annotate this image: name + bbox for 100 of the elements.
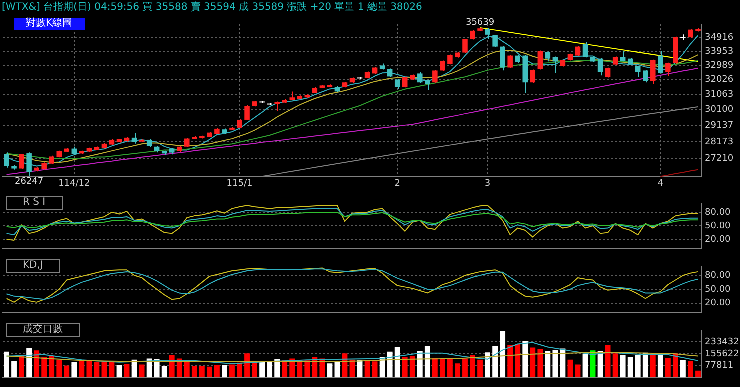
bar [290,358,296,378]
bar [500,332,506,378]
bar [26,348,32,378]
candlestick [605,67,611,78]
x-tick-label: 115/1 [226,178,253,189]
bar [237,362,242,378]
bar [455,364,460,378]
bar [478,360,483,378]
y-tick-label: 31063 [705,90,734,100]
bar [696,370,701,378]
bar [94,362,100,378]
bar [176,358,182,378]
bar [462,358,468,378]
y-tick-label: 27210 [705,154,734,164]
x-tick-label: 114/12 [58,178,90,189]
candlestick [432,70,438,84]
candlestick [643,70,648,84]
y-tick-label: 20.00 [705,298,732,309]
bar [19,355,24,378]
candlestick [425,79,430,91]
bar [116,365,122,378]
candlestick [4,152,10,168]
bar [199,366,205,378]
y-tick-label: 32026 [705,75,734,86]
bar [665,358,671,378]
bar [485,352,490,378]
chart-title: KD,J [6,259,60,273]
bar [162,366,168,378]
bar [402,357,408,378]
bar [4,352,10,378]
bar [214,365,220,378]
y-tick-label: 80.00 [705,270,732,281]
bar [252,362,258,378]
candlestick [440,60,446,72]
bar [64,366,70,378]
bar [417,351,423,378]
bar [515,344,521,378]
y-tick-label: 30100 [705,105,734,116]
bar [56,360,62,378]
bar [72,362,78,378]
bar [568,360,574,378]
y-tick-label: 155622 [705,349,740,360]
bar [680,360,686,378]
bar [538,349,544,378]
bar [642,352,648,378]
candlestick [418,72,423,84]
y-tick-label: 34916 [705,33,734,44]
y-tick-label: 50.00 [705,221,732,232]
bar [380,357,386,378]
bar [274,359,280,378]
candlestick [530,69,536,84]
chart-title: 成交口數 [6,323,80,337]
candlestick [508,54,513,69]
candlestick [485,28,490,40]
candlestick [132,132,138,144]
chart-subtitle: 對數K線圖 [14,18,85,30]
bar [267,361,273,378]
bar [394,346,400,378]
bar [387,352,393,378]
bar [432,358,438,378]
x-tick-label: 2 [394,178,400,189]
candlestick [650,59,656,85]
candlestick [462,38,468,54]
bar [522,342,528,378]
bar [79,360,85,378]
y-tick-label: 33953 [705,46,734,57]
bar [139,364,145,378]
bar [658,353,664,378]
bar [575,364,581,378]
candlestick [538,50,544,70]
bar [492,346,498,378]
chart-title: [WTX&] 台指期(日) 04:59:56 買 35588 賣 35594 成 35589 漲跌 +20 單量 1 總量 38026 [2,0,424,15]
bar [334,362,340,378]
bar [282,360,288,378]
candlestick [470,30,476,40]
bar [154,359,160,378]
bar [424,346,430,378]
candlestick [26,152,32,177]
y-tick-label: 233432 [705,338,740,348]
y-tick-label: 32989 [705,60,734,71]
bar [312,357,318,378]
bar [650,354,656,378]
bar [42,357,48,378]
bar [635,355,641,378]
bar [146,358,152,378]
bar [260,362,266,378]
annotation: 35639 [466,18,495,28]
y-tick-label: 77811 [705,361,734,372]
bar [327,364,333,378]
bar [545,351,551,378]
bar [49,356,55,378]
x-tick-label: 3 [484,178,491,189]
y-tick-label: 50.00 [705,284,732,295]
bar [620,355,626,378]
bar [34,350,40,378]
candlestick [620,50,626,62]
bar [184,361,190,378]
bar [560,348,566,378]
bar [628,357,634,378]
candlestick [19,154,24,170]
